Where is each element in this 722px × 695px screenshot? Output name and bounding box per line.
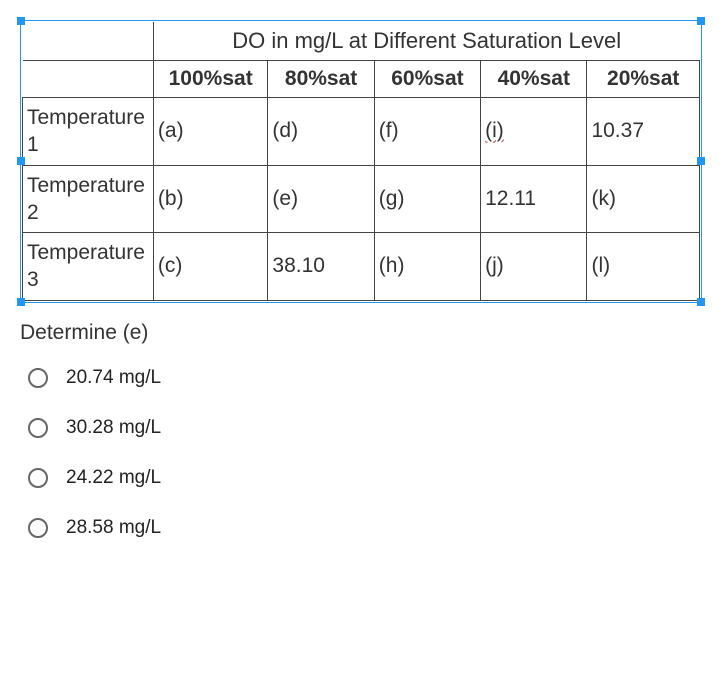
selection-handle-bottom-right[interactable] — [697, 298, 705, 306]
radio-icon — [28, 518, 48, 538]
selection-handle-mid-right[interactable] — [697, 157, 705, 165]
option-2[interactable]: 30.28 mg/L — [28, 417, 702, 439]
cell-1037: 10.37 — [587, 98, 700, 166]
cell-3810: 38.10 — [268, 233, 374, 301]
saturation-table: DO in mg/L at Different Saturation Level… — [22, 22, 700, 301]
option-1[interactable]: 20.74 mg/L — [28, 367, 702, 389]
cell-g: (g) — [374, 165, 480, 233]
col-header-80: 80%sat — [268, 61, 374, 98]
cell-b: (b) — [153, 165, 268, 233]
options-group: 20.74 mg/L 30.28 mg/L 24.22 mg/L 28.58 m… — [20, 367, 702, 539]
wavy-underline-text: (i) — [485, 119, 504, 142]
row-label-temp3: Temperature 3 — [23, 233, 154, 301]
option-4[interactable]: 28.58 mg/L — [28, 517, 702, 539]
cell-k: (k) — [587, 165, 700, 233]
option-label: 24.22 mg/L — [66, 467, 161, 489]
table-row: Temperature 3 (c) 38.10 (h) (j) (l) — [23, 233, 700, 301]
blank-corner-cell — [23, 22, 154, 61]
cell-h: (h) — [374, 233, 480, 301]
table-row: Temperature 1 (a) (d) (f) (i) 10.37 — [23, 98, 700, 166]
selection-handle-top-right[interactable] — [697, 17, 705, 25]
table-header-row: 100%sat 80%sat 60%sat 40%sat 20%sat — [23, 61, 700, 98]
question-text: Determine (e) — [20, 321, 702, 345]
radio-icon — [28, 468, 48, 488]
cell-a: (a) — [153, 98, 268, 166]
table-title: DO in mg/L at Different Saturation Level — [153, 22, 699, 61]
cell-j: (j) — [481, 233, 587, 301]
radio-icon — [28, 368, 48, 388]
radio-icon — [28, 418, 48, 438]
row-label-temp1: Temperature 1 — [23, 98, 154, 166]
row-label-temp2: Temperature 2 — [23, 165, 154, 233]
cell-1211: 12.11 — [481, 165, 587, 233]
col-header-100: 100%sat — [153, 61, 268, 98]
selection-handle-bottom-left[interactable] — [17, 298, 25, 306]
cell-l: (l) — [587, 233, 700, 301]
cell-i: (i) — [481, 98, 587, 166]
selection-handle-mid-left[interactable] — [17, 157, 25, 165]
option-label: 30.28 mg/L — [66, 417, 161, 439]
cell-d: (d) — [268, 98, 374, 166]
col-header-60: 60%sat — [374, 61, 480, 98]
cell-f: (f) — [374, 98, 480, 166]
col-header-40: 40%sat — [481, 61, 587, 98]
table-row: Temperature 2 (b) (e) (g) 12.11 (k) — [23, 165, 700, 233]
cell-e: (e) — [268, 165, 374, 233]
table-selection-frame: DO in mg/L at Different Saturation Level… — [20, 20, 702, 303]
cell-c: (c) — [153, 233, 268, 301]
selection-handle-top-left[interactable] — [17, 17, 25, 25]
option-3[interactable]: 24.22 mg/L — [28, 467, 702, 489]
option-label: 28.58 mg/L — [66, 517, 161, 539]
option-label: 20.74 mg/L — [66, 367, 161, 389]
blank-header-cell — [23, 61, 154, 98]
col-header-20: 20%sat — [587, 61, 700, 98]
